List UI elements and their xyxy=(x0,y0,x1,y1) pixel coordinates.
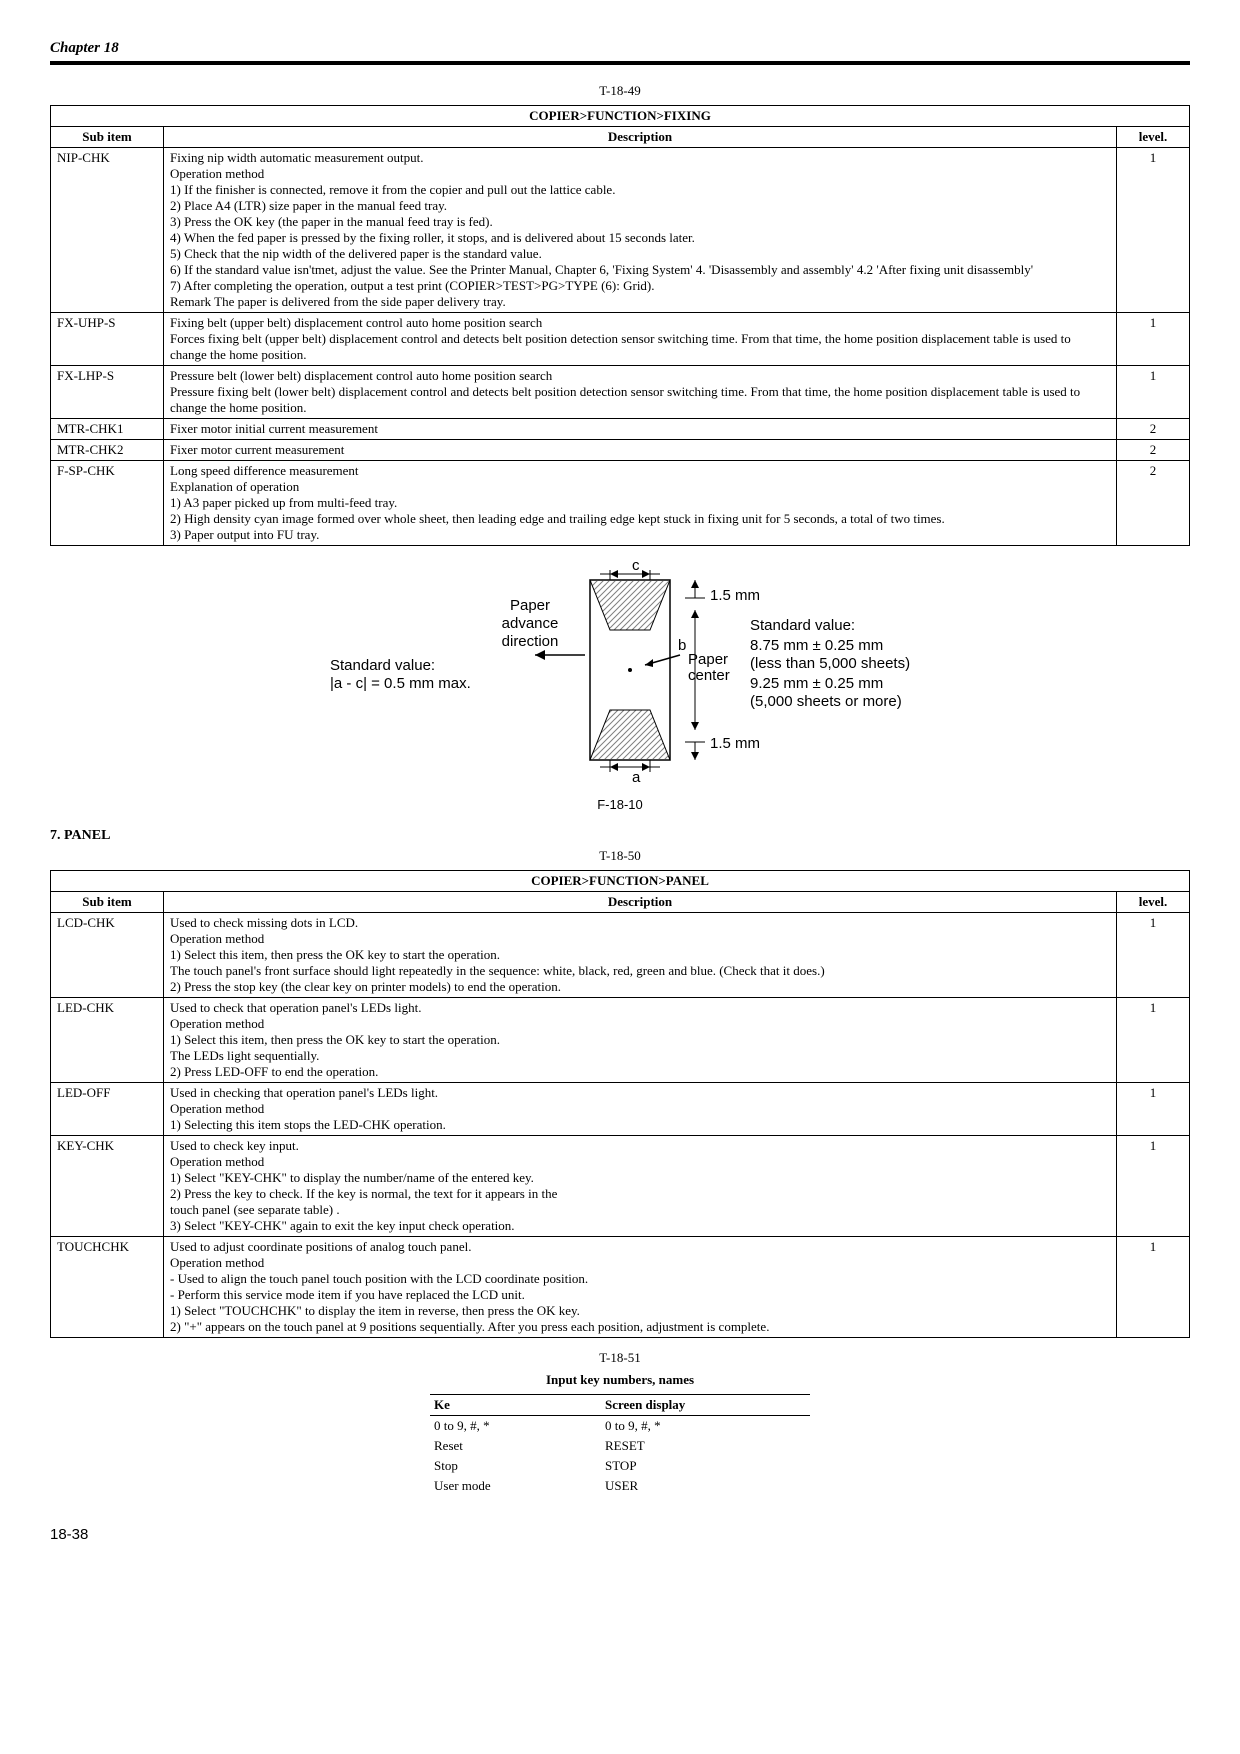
fig-std-left2: |a - c| = 0.5 mm max. xyxy=(330,675,471,692)
table-row-sub: MTR-CHK2 xyxy=(51,440,164,461)
key-row-ke: User mode xyxy=(430,1476,601,1496)
table-row-sub: F-SP-CHK xyxy=(51,461,164,546)
col-desc-header2: Description xyxy=(164,892,1117,913)
table-row-level: 1 xyxy=(1117,148,1190,313)
table-row-sub: LED-OFF xyxy=(51,1083,164,1136)
key-table-title: Input key numbers, names xyxy=(430,1372,810,1388)
table-label-3: T-18-51 xyxy=(50,1350,1190,1366)
page-number: 18-38 xyxy=(50,1526,1190,1543)
col-level-header2: level. xyxy=(1117,892,1190,913)
table2-title: COPIER>FUNCTION>PANEL xyxy=(51,871,1190,892)
table-row-desc: Used to adjust coordinate positions of a… xyxy=(164,1237,1117,1338)
fixing-table: COPIER>FUNCTION>FIXING Sub item Descript… xyxy=(50,105,1190,546)
table-row-sub: NIP-CHK xyxy=(51,148,164,313)
figure-caption: F-18-10 xyxy=(50,797,1190,812)
chapter-header: Chapter 18 xyxy=(50,40,1190,65)
table-label-2: T-18-50 xyxy=(50,848,1190,864)
table-row-desc: Pressure belt (lower belt) displacement … xyxy=(164,366,1117,419)
panel-table: COPIER>FUNCTION>PANEL Sub item Descripti… xyxy=(50,870,1190,1338)
fig-b: b xyxy=(678,637,686,654)
fig-std-r3: (less than 5,000 sheets) xyxy=(750,655,910,672)
col-level-header: level. xyxy=(1117,127,1190,148)
key-row-screen: STOP xyxy=(601,1456,810,1476)
table-row-desc: Fixing belt (upper belt) displacement co… xyxy=(164,313,1117,366)
table-row-desc: Used to check that operation panel's LED… xyxy=(164,998,1117,1083)
table-row-sub: FX-LHP-S xyxy=(51,366,164,419)
table-row-desc: Fixing nip width automatic measurement o… xyxy=(164,148,1117,313)
fig-std-left1: Standard value: xyxy=(330,657,435,674)
table-row-desc: Fixer motor initial current measurement xyxy=(164,419,1117,440)
fig-pc2: center xyxy=(688,667,730,684)
fig-std-r1: Standard value: xyxy=(750,617,855,634)
col-sub-header: Sub item xyxy=(51,127,164,148)
key-row-screen: RESET xyxy=(601,1436,810,1456)
table-row-desc: Fixer motor current measurement xyxy=(164,440,1117,461)
table-row-desc: Used in checking that operation panel's … xyxy=(164,1083,1117,1136)
table-title: COPIER>FUNCTION>FIXING xyxy=(51,106,1190,127)
table-row-sub: LCD-CHK xyxy=(51,913,164,998)
table-row-level: 2 xyxy=(1117,440,1190,461)
figure: c a 1.5 mm 1.5 mm Paper advance directio… xyxy=(50,560,1190,812)
key-row-screen: USER xyxy=(601,1476,810,1496)
table-row-sub: KEY-CHK xyxy=(51,1136,164,1237)
fig-paper-adv1: Paper xyxy=(510,597,550,614)
col-sub-header2: Sub item xyxy=(51,892,164,913)
table-row-sub: MTR-CHK1 xyxy=(51,419,164,440)
figure-c: c xyxy=(632,560,640,574)
fig-paper-adv2: advance xyxy=(502,615,559,632)
table-row-level: 1 xyxy=(1117,313,1190,366)
fig-paper-adv3: direction xyxy=(502,633,559,650)
col-desc-header: Description xyxy=(164,127,1117,148)
table-row-level: 1 xyxy=(1117,998,1190,1083)
figure-a: a xyxy=(632,769,641,786)
table-row-sub: LED-CHK xyxy=(51,998,164,1083)
table-row-sub: FX-UHP-S xyxy=(51,313,164,366)
key-header-screen: Screen display xyxy=(601,1395,810,1416)
table-row-desc: Used to check key input.Operation method… xyxy=(164,1136,1117,1237)
section-heading: 7. PANEL xyxy=(50,828,1190,844)
table-row-level: 1 xyxy=(1117,366,1190,419)
table-row-desc: Used to check missing dots in LCD.Operat… xyxy=(164,913,1117,998)
fig-std-r2: 8.75 mm ± 0.25 mm xyxy=(750,637,883,654)
table-row-level: 2 xyxy=(1117,419,1190,440)
table-label: T-18-49 xyxy=(50,83,1190,99)
fig-std-r4: 9.25 mm ± 0.25 mm xyxy=(750,675,883,692)
fig-std-r5: (5,000 sheets or more) xyxy=(750,693,902,710)
table-row-sub: TOUCHCHK xyxy=(51,1237,164,1338)
table-row-level: 1 xyxy=(1117,1136,1190,1237)
key-row-screen: 0 to 9, #, * xyxy=(601,1416,810,1437)
figure-mm-bot: 1.5 mm xyxy=(710,735,760,752)
table-row-level: 1 xyxy=(1117,913,1190,998)
table-row-level: 2 xyxy=(1117,461,1190,546)
table-row-desc: Long speed difference measurementExplana… xyxy=(164,461,1117,546)
key-row-ke: Stop xyxy=(430,1456,601,1476)
key-table: Input key numbers, names Ke Screen displ… xyxy=(430,1372,810,1496)
table-row-level: 1 xyxy=(1117,1237,1190,1338)
key-row-ke: 0 to 9, #, * xyxy=(430,1416,601,1437)
table-row-level: 1 xyxy=(1117,1083,1190,1136)
figure-mm-top: 1.5 mm xyxy=(710,587,760,604)
fig-pc1: Paper xyxy=(688,651,728,668)
key-header-ke: Ke xyxy=(430,1395,601,1416)
key-row-ke: Reset xyxy=(430,1436,601,1456)
